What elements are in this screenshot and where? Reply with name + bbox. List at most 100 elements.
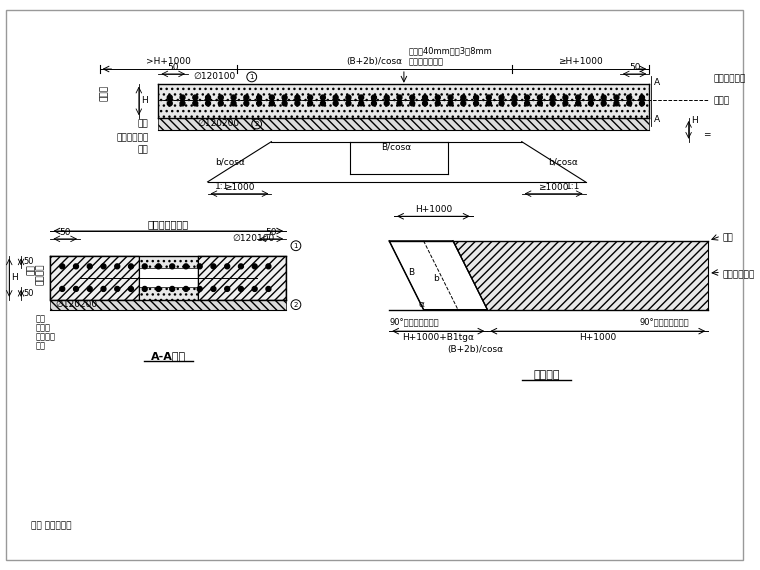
Circle shape: [252, 264, 257, 269]
Text: A-A断面: A-A断面: [150, 351, 186, 361]
Text: 50: 50: [23, 258, 33, 266]
Circle shape: [601, 95, 606, 100]
Text: 1:1: 1:1: [215, 182, 230, 192]
Text: b/cosα: b/cosα: [549, 157, 578, 166]
Circle shape: [576, 101, 581, 106]
Text: ≥1000: ≥1000: [224, 183, 255, 192]
Circle shape: [461, 101, 466, 106]
Polygon shape: [389, 241, 487, 310]
Text: 90°普通混凝土面板: 90°普通混凝土面板: [389, 317, 439, 327]
Text: H: H: [141, 96, 147, 105]
Circle shape: [588, 95, 594, 100]
Circle shape: [169, 287, 175, 291]
Text: 注： 单位：毫米: 注： 单位：毫米: [31, 521, 71, 530]
Circle shape: [128, 264, 134, 269]
Circle shape: [448, 95, 453, 100]
Bar: [159, 118, 649, 130]
Text: 50: 50: [629, 63, 641, 72]
Circle shape: [308, 101, 312, 106]
Text: ∅120200: ∅120200: [55, 300, 97, 309]
Text: (B+2b)/cosα: (B+2b)/cosα: [347, 57, 403, 66]
Circle shape: [225, 264, 230, 269]
Circle shape: [614, 95, 619, 100]
Circle shape: [183, 287, 188, 291]
Circle shape: [423, 101, 427, 106]
Circle shape: [524, 101, 530, 106]
Circle shape: [385, 101, 389, 106]
Circle shape: [180, 95, 185, 100]
Text: 1: 1: [293, 243, 298, 249]
Text: 切缝: 切缝: [723, 233, 733, 242]
Circle shape: [142, 287, 147, 291]
Circle shape: [321, 95, 325, 100]
Circle shape: [486, 101, 491, 106]
Circle shape: [639, 101, 644, 106]
Circle shape: [169, 264, 175, 269]
Text: H+1000: H+1000: [415, 205, 452, 214]
Circle shape: [639, 95, 644, 100]
Circle shape: [499, 101, 504, 106]
Circle shape: [252, 287, 257, 291]
Circle shape: [333, 95, 338, 100]
Circle shape: [410, 101, 415, 106]
Circle shape: [142, 264, 147, 269]
Circle shape: [282, 95, 287, 100]
Text: 2: 2: [255, 121, 259, 127]
Text: 90°普通混凝土面板: 90°普通混凝土面板: [639, 317, 689, 327]
Circle shape: [60, 264, 65, 269]
Circle shape: [410, 95, 415, 100]
Circle shape: [180, 101, 185, 106]
Circle shape: [627, 95, 632, 100]
Circle shape: [614, 101, 619, 106]
Circle shape: [218, 95, 223, 100]
Circle shape: [60, 287, 65, 291]
Circle shape: [167, 95, 173, 100]
Polygon shape: [453, 241, 708, 310]
Circle shape: [231, 95, 236, 100]
Bar: [50, 255, 286, 268]
Circle shape: [257, 95, 261, 100]
Text: 路面板: 路面板: [100, 85, 109, 101]
Text: ∅120100: ∅120100: [193, 72, 235, 82]
Circle shape: [576, 95, 581, 100]
Text: 切缝淸40mm，剂3～8mm
用填缝材料填塞: 切缝淸40mm，剂3～8mm 用填缝材料填塞: [409, 47, 492, 66]
Circle shape: [269, 101, 274, 106]
Circle shape: [473, 95, 479, 100]
Circle shape: [257, 101, 261, 106]
Text: =: =: [703, 131, 711, 139]
Circle shape: [588, 101, 594, 106]
Circle shape: [183, 264, 188, 269]
Circle shape: [239, 264, 243, 269]
Circle shape: [74, 287, 78, 291]
Text: ≥1000: ≥1000: [538, 183, 569, 192]
Text: 传力杆: 传力杆: [713, 96, 730, 105]
Text: A: A: [654, 115, 660, 124]
Circle shape: [167, 101, 173, 106]
Circle shape: [231, 101, 236, 106]
Circle shape: [198, 264, 202, 269]
Circle shape: [486, 95, 491, 100]
Circle shape: [435, 101, 440, 106]
Circle shape: [101, 264, 106, 269]
Circle shape: [266, 287, 271, 291]
Circle shape: [206, 95, 211, 100]
Circle shape: [225, 287, 230, 291]
Text: A: A: [654, 78, 660, 87]
Circle shape: [550, 95, 555, 100]
Text: 基层: 基层: [138, 120, 149, 128]
Circle shape: [321, 101, 325, 106]
Circle shape: [627, 101, 632, 106]
Text: α: α: [419, 300, 425, 309]
Text: H+1000+B1tgα: H+1000+B1tgα: [402, 333, 474, 342]
Text: >H+1000: >H+1000: [146, 57, 191, 66]
Circle shape: [423, 95, 427, 100]
Text: 水泥混凝土板宽: 水泥混凝土板宽: [147, 219, 188, 229]
Circle shape: [385, 95, 389, 100]
Circle shape: [461, 95, 466, 100]
Circle shape: [128, 287, 134, 291]
Circle shape: [346, 101, 351, 106]
Text: 底基层或整层: 底基层或整层: [116, 133, 149, 142]
Circle shape: [156, 287, 161, 291]
Circle shape: [359, 101, 363, 106]
Text: 隔离层: 隔离层: [36, 323, 51, 332]
